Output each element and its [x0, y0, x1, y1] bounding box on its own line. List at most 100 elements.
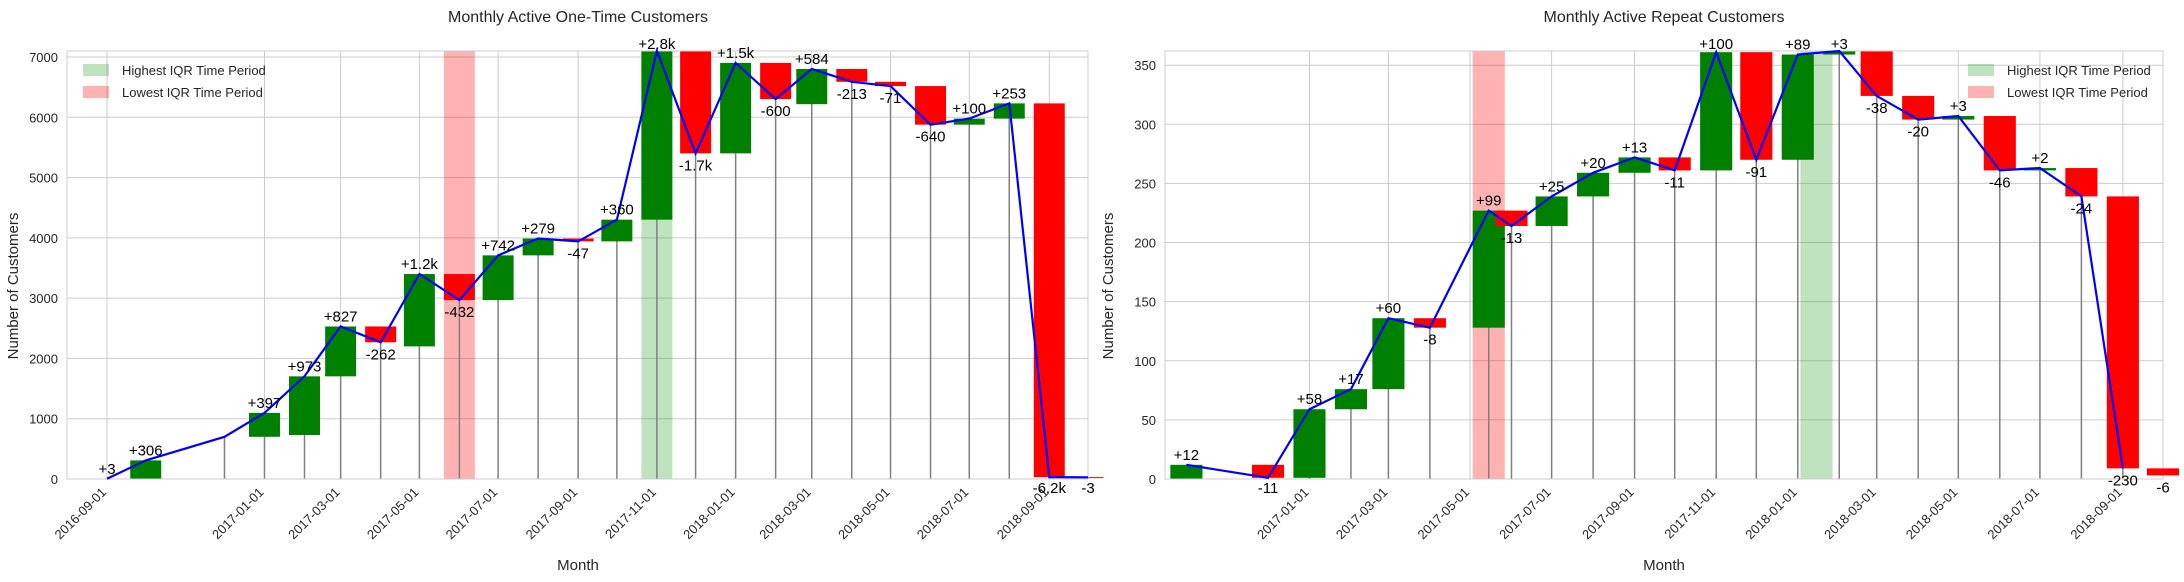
change-label: -6	[2156, 479, 2169, 496]
change-label: +100	[1699, 36, 1733, 53]
increase-bar	[720, 62, 752, 154]
change-label: +1.5k	[717, 45, 755, 62]
change-label: -71	[880, 90, 902, 107]
change-label: +3	[1950, 98, 1967, 115]
y-axis-label: Number of Customers	[1100, 213, 1117, 360]
change-label: +306	[129, 442, 163, 459]
increase-bar	[1535, 196, 1568, 226]
y-tick-label: 150	[1134, 295, 1156, 310]
decrease-bar	[2065, 168, 2098, 197]
x-tick-label: 2017-09-01	[523, 485, 581, 543]
y-axis-label: Number of Customers	[5, 213, 22, 360]
legend: Highest IQR Time Period Lowest IQR Time …	[83, 63, 266, 100]
decrease-bar	[1740, 52, 1773, 160]
decrease-bar	[760, 62, 792, 100]
decrease-bar	[365, 326, 397, 343]
increase-bar	[522, 238, 554, 256]
y-tick-label: 4000	[29, 231, 58, 246]
increase-bar	[1334, 389, 1368, 410]
x-tick-label: 2018-07-01	[914, 485, 972, 543]
x-tick-label: 2017-11-01	[602, 485, 659, 542]
y-tick-label: 0	[1149, 472, 1156, 487]
increase-bar	[1472, 210, 1505, 328]
increase-bar	[130, 460, 162, 479]
x-axis-label: Month	[1643, 557, 1685, 574]
x-tick-label: 2017-03-01	[1333, 485, 1391, 543]
change-label: -262	[366, 346, 396, 363]
change-label: -600	[761, 103, 791, 120]
chart-title: Monthly Active Repeat Customers	[1544, 9, 1785, 26]
change-label: -230	[2108, 472, 2138, 489]
y-tick-label: 7000	[29, 50, 58, 65]
one-time-customers-chart: Monthly Active One-Time Customers Month …	[5, 9, 1104, 574]
increase-bar	[1170, 464, 1203, 479]
change-label: -3	[1081, 480, 1094, 497]
legend-swatch-highest	[83, 64, 109, 76]
x-tick-label: 2017-03-01	[285, 485, 343, 543]
x-tick-label: 2017-05-01	[1415, 485, 1473, 543]
y-tick-label: 200	[1134, 236, 1156, 251]
x-tick-label: 2018-03-01	[1821, 485, 1879, 543]
increase-bar	[248, 412, 280, 437]
increase-bar	[1700, 52, 1733, 171]
legend-swatch-lowest	[1968, 86, 1994, 98]
decrease-bar	[836, 68, 868, 82]
plot-area: 0 1000 2000 3000 4000 5000 6000 7000 2016-09-01 2…	[29, 36, 1104, 543]
decrease-bar	[1495, 210, 1528, 226]
change-label: -6.2k	[1033, 480, 1067, 497]
x-tick-label: 2016-09-01	[52, 485, 110, 543]
increase-bar	[1372, 318, 1405, 390]
increase-bar	[796, 68, 828, 105]
change-label: +253	[992, 85, 1026, 102]
x-tick-label: 2017-07-01	[1496, 485, 1554, 543]
plot-frame	[66, 50, 1089, 480]
x-tick-label: 2017-07-01	[443, 485, 501, 543]
decrease-bar	[1860, 51, 1893, 96]
legend: Highest IQR Time Period Lowest IQR Time …	[1968, 63, 2151, 100]
change-label: +973	[288, 358, 322, 375]
increase-bar	[1781, 54, 1814, 160]
y-tick-label: 250	[1134, 176, 1156, 191]
change-label: -11	[1664, 174, 1685, 191]
change-label: +17	[1338, 371, 1363, 388]
y-tick-label: 100	[1134, 354, 1156, 369]
change-label: +58	[1297, 391, 1322, 408]
change-label: +1.2k	[401, 256, 439, 273]
x-tick-label: 2017-01-01	[209, 485, 267, 543]
y-tick-label: 1000	[29, 412, 58, 427]
x-tick-label: 2018-07-01	[1984, 485, 2042, 543]
x-axis-label: Month	[557, 557, 599, 574]
increase-bar	[1577, 172, 1610, 197]
decrease-bar	[1983, 116, 2016, 171]
increase-bar	[1618, 157, 1651, 173]
decrease-bar	[2106, 196, 2139, 469]
change-label: +742	[481, 237, 515, 254]
change-label: -20	[1907, 124, 1929, 141]
decrease-bar	[1413, 318, 1446, 328]
decrease-bar	[562, 238, 594, 242]
change-label: +25	[1539, 178, 1564, 195]
change-label: -91	[1745, 164, 1767, 181]
y-tick-label: 5000	[29, 171, 58, 186]
y-tick-label: 350	[1134, 58, 1156, 73]
increase-bar	[325, 326, 357, 377]
change-label: -13	[1501, 230, 1523, 247]
x-tick-label: 2017-11-01	[1661, 485, 1718, 542]
increase-bar	[1823, 51, 1856, 55]
x-tick-label: 2018-09-01	[2067, 485, 2125, 543]
legend-swatch-lowest	[83, 86, 109, 98]
change-label: +584	[795, 51, 829, 68]
decrease-bar	[915, 86, 947, 125]
decrease-bar	[2146, 468, 2180, 476]
change-label: +12	[1174, 447, 1199, 464]
repeat-customers-chart: Monthly Active Repeat Customers Month Nu…	[1100, 9, 2180, 574]
y-tick-label: 6000	[29, 110, 58, 125]
change-label: -8	[1423, 332, 1436, 349]
x-tick-label: 2018-01-01	[1742, 485, 1800, 543]
change-label: +827	[324, 308, 358, 325]
legend-label-lowest: Lowest IQR Time Period	[2007, 85, 2148, 100]
increase-bar	[482, 255, 514, 301]
change-label: -640	[916, 129, 946, 146]
